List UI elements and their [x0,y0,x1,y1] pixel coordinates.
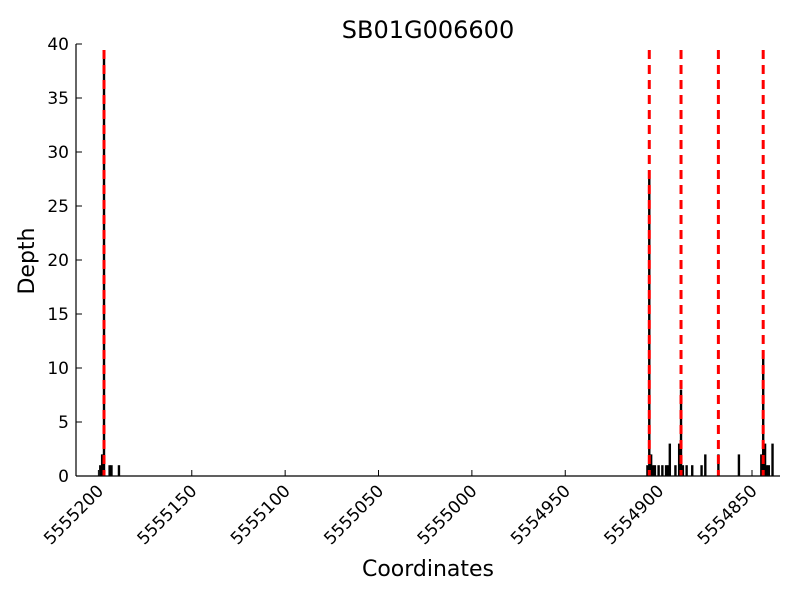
depth-bar-26 [760,454,763,476]
depth-bar-14 [666,465,670,476]
y-tick-label-0: 0 [58,467,69,487]
depth-bar-3 [108,465,111,476]
y-tick-label-6: 30 [47,143,69,163]
plot-area [76,44,780,476]
y-tick-label-3: 15 [47,305,69,325]
x-axis-label: Coordinates [362,557,494,582]
depth-bar-15 [668,443,672,476]
chart-title: SB01G006600 [342,16,514,44]
y-tick-label-7: 35 [47,89,69,109]
plot-background [76,44,780,476]
y-tick-label-5: 25 [47,197,69,217]
depth-bar-23 [704,454,707,476]
y-tick-label-4: 20 [47,251,69,271]
depth-bar-28 [763,443,767,476]
depth-bar-17 [677,443,681,476]
depth-bar-25 [737,454,741,476]
y-tick-label-2: 10 [47,359,69,379]
depth-bar-24 [717,454,720,476]
depth-bar-10 [653,465,657,476]
depth-bar-8 [649,454,653,476]
depth-bar-1 [100,454,104,476]
depth-bar-20 [685,465,688,476]
y-tick-label-8: 40 [47,35,69,55]
depth-bar-29 [765,465,769,476]
depth-bar-4 [110,465,113,476]
depth-bar-16 [674,465,677,476]
depth-bar-5 [117,465,121,476]
depth-bar-19 [681,465,685,476]
marker-lines [102,50,765,476]
depth-bar-6 [646,465,649,476]
depth-bar-31 [771,443,774,476]
depth-bar-9 [651,465,655,476]
depth-bar-30 [767,465,770,476]
depth-bar-12 [661,465,664,476]
depth-bar-21 [691,465,694,476]
depth-bar-13 [664,465,668,476]
y-tick-label-1: 5 [58,413,69,433]
depth-bar-22 [700,465,703,476]
depth-bar-0 [99,465,102,476]
y-axis-label: Depth [15,227,40,294]
